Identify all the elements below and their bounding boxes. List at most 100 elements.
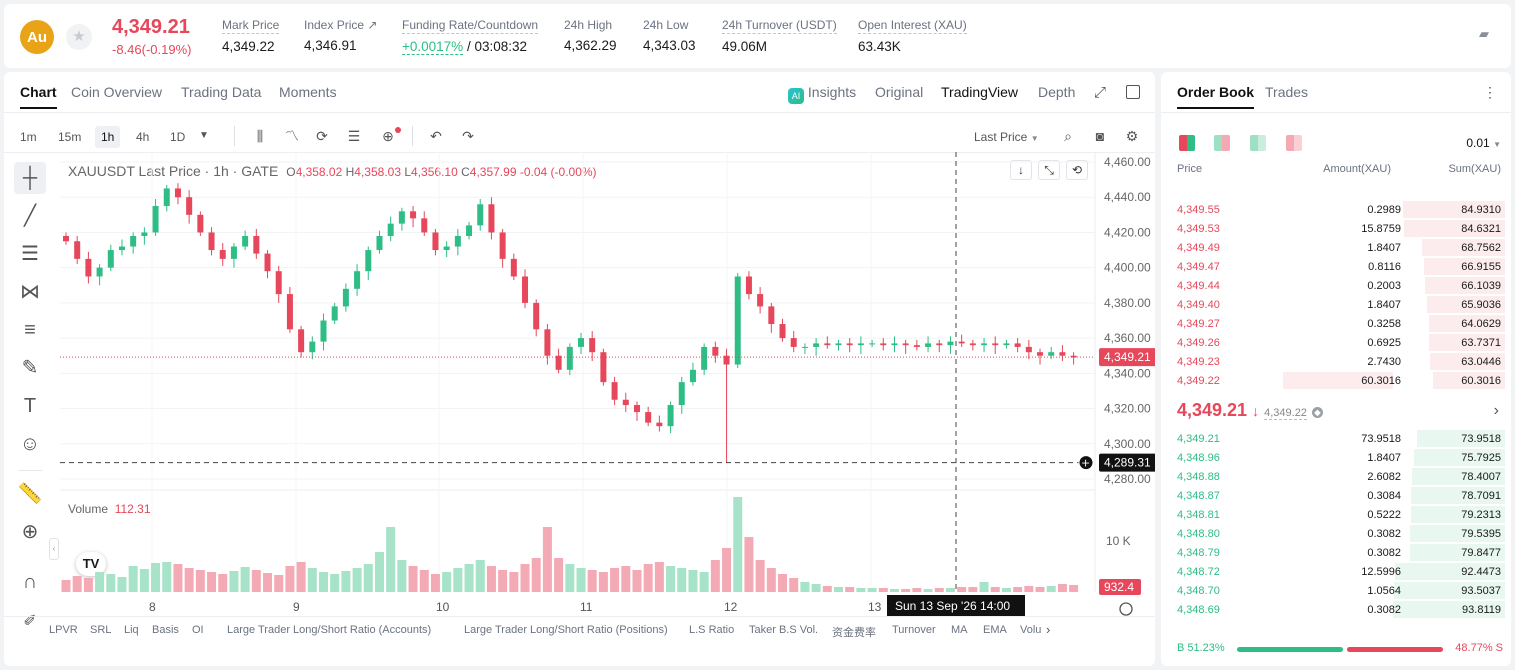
indicator-4[interactable]: OI: [192, 624, 204, 636]
view-original[interactable]: Original: [875, 84, 924, 100]
chevron-right-icon[interactable]: ›: [1046, 622, 1051, 637]
tab-chart[interactable]: Chart: [20, 84, 57, 109]
pencil-lock-icon[interactable]: ✐: [23, 613, 37, 630]
collapse-toolbar-icon[interactable]: ‹: [49, 538, 59, 560]
price-chart[interactable]: 4,460.00 4,440.00 4,420.00 4,400.00 4,380.00…: [60, 152, 1155, 627]
chevron-down-icon[interactable]: ▼: [199, 130, 209, 141]
book-icon[interactable]: ▰: [1479, 26, 1489, 41]
indicator-13[interactable]: Volu: [1020, 624, 1042, 636]
ask-row[interactable]: 4,349.27 0.3258 64.0629: [1161, 314, 1511, 333]
add-alert-icon[interactable]: ⊕: [382, 128, 394, 144]
template-icon[interactable]: ☰: [347, 128, 361, 144]
bid-row[interactable]: 4,348.88 2.6082 78.4007: [1161, 467, 1511, 486]
favorite-star-icon[interactable]: ★: [66, 24, 92, 50]
view-tradingview[interactable]: TradingView: [941, 84, 1019, 100]
tf-1h[interactable]: 1h: [95, 126, 121, 148]
bids-only-icon[interactable]: [1250, 135, 1266, 151]
tab-order-book[interactable]: Order Book: [1177, 84, 1255, 109]
ask-row[interactable]: 4,349.26 0.6925 63.7371: [1161, 333, 1511, 352]
projection-icon[interactable]: ≡: [24, 319, 36, 341]
bid-row[interactable]: 4,348.87 0.3084 78.7091: [1161, 486, 1511, 505]
indicator-11[interactable]: MA: [951, 624, 968, 636]
ask-row[interactable]: 4,349.47 0.8116 66.9155: [1161, 257, 1511, 276]
price-type-select[interactable]: Last Price ▼: [968, 126, 1045, 148]
magnet-icon[interactable]: ∩: [22, 571, 38, 593]
stat-funding-rate[interactable]: Funding Rate/Countdown +0.0017% / 03:08:…: [402, 18, 539, 55]
indicator-5[interactable]: Large Trader Long/Short Ratio (Accounts): [227, 624, 432, 636]
tab-trades[interactable]: Trades: [1265, 84, 1309, 100]
ask-row[interactable]: 4,349.49 1.8407 68.7562: [1161, 238, 1511, 257]
brush-icon[interactable]: ✎: [21, 357, 39, 379]
volume-bar: [117, 577, 127, 592]
candle-type-icon[interactable]: ⫼: [256, 128, 264, 144]
text-icon[interactable]: T: [23, 395, 37, 417]
arrow-down-icon: ↓: [1252, 403, 1260, 419]
reset-icon[interactable]: ⟲: [1066, 160, 1088, 180]
indicators-icon[interactable]: 〽: [285, 128, 299, 144]
indicator-8[interactable]: Taker B.S Vol.: [749, 624, 819, 636]
stat-open-interest[interactable]: Open Interest (XAU) 63.43K: [858, 18, 967, 54]
stat-24h-turnover[interactable]: 24h Turnover (USDT) 49.06M: [722, 18, 837, 54]
tf-1m[interactable]: 1m: [20, 130, 37, 144]
indicator-2[interactable]: Liq: [124, 624, 139, 636]
stat-mark-price[interactable]: Mark Price 4,349.22: [222, 18, 280, 54]
indicator-1[interactable]: SRL: [90, 624, 112, 636]
expand-icon[interactable]: ⤢: [1094, 84, 1107, 101]
indicator-0[interactable]: LPVR: [49, 624, 78, 636]
tab-moments[interactable]: Moments: [279, 84, 337, 100]
insights-button[interactable]: AI Insights: [788, 84, 856, 104]
gear-icon[interactable]: ⚙: [1125, 128, 1139, 144]
chevron-right-icon[interactable]: ›: [1493, 402, 1499, 419]
ask-row[interactable]: 4,349.55 0.2989 84.9310: [1161, 200, 1511, 219]
bid-row[interactable]: 4,348.70 1.0564 93.5037: [1161, 581, 1511, 600]
redo-icon[interactable]: ↷: [462, 128, 474, 144]
indicator-7[interactable]: L.S Ratio: [689, 624, 735, 636]
stat-index-price[interactable]: Index Price ↗ 4,346.91: [304, 18, 377, 53]
trend-line-icon[interactable]: ╱: [23, 205, 37, 227]
emoji-icon[interactable]: ☺: [19, 433, 41, 455]
indicator-12[interactable]: EMA: [983, 624, 1007, 636]
tab-coin-overview[interactable]: Coin Overview: [71, 84, 163, 100]
ruler-icon[interactable]: 📏: [17, 483, 43, 505]
bid-row[interactable]: 4,348.96 1.8407 75.7925: [1161, 448, 1511, 467]
zoom-in-icon[interactable]: ⊕: [21, 521, 39, 543]
ask-row[interactable]: 4,349.22 60.3016 60.3016: [1161, 371, 1511, 390]
window-icon[interactable]: [1126, 85, 1140, 99]
download-icon[interactable]: ↓: [1010, 160, 1032, 180]
depth-bar: [1394, 582, 1505, 599]
bid-row[interactable]: 4,349.21 73.9518 73.9518: [1161, 429, 1511, 448]
buy-side-icon[interactable]: [1214, 135, 1230, 151]
mid-price-row[interactable]: 4,349.21 ↓ 4,349.22 ◆: [1177, 400, 1323, 421]
indicator-10[interactable]: Turnover: [892, 624, 936, 636]
more-icon[interactable]: ⋮: [1483, 84, 1497, 100]
ask-row[interactable]: 4,349.44 0.2003 66.1039: [1161, 276, 1511, 295]
pattern-icon[interactable]: ⋈: [20, 281, 40, 303]
fib-icon[interactable]: ☰: [21, 243, 39, 265]
indicator-6[interactable]: Large Trader Long/Short Ratio (Positions…: [464, 624, 668, 636]
ask-row[interactable]: 4,349.40 1.8407 65.9036: [1161, 295, 1511, 314]
indicator-9[interactable]: 资金费率: [832, 627, 876, 639]
crosshair-icon[interactable]: ┼: [14, 162, 46, 194]
search-icon[interactable]: ⌕: [1064, 128, 1072, 144]
tf-4h[interactable]: 4h: [136, 130, 150, 144]
camera-icon[interactable]: ◙: [1095, 128, 1105, 144]
bid-row[interactable]: 4,348.81 0.5222 79.2313: [1161, 505, 1511, 524]
undo-icon[interactable]: ↶: [430, 128, 442, 144]
ask-row[interactable]: 4,349.53 15.8759 84.6321: [1161, 219, 1511, 238]
tf-1d[interactable]: 1D: [170, 130, 186, 144]
view-depth[interactable]: Depth: [1038, 84, 1076, 100]
tab-trading-data[interactable]: Trading Data: [181, 84, 262, 100]
asks-only-icon[interactable]: [1286, 135, 1302, 151]
ask-row[interactable]: 4,349.23 2.7430 63.0446: [1161, 352, 1511, 371]
tf-15m[interactable]: 15m: [58, 130, 82, 144]
compare-icon[interactable]: ⟳: [316, 128, 328, 144]
bid-row[interactable]: 4,348.69 0.3082 93.8119: [1161, 600, 1511, 619]
bid-row[interactable]: 4,348.79 0.3082 79.8477: [1161, 543, 1511, 562]
bid-row[interactable]: 4,348.80 0.3082 79.5395: [1161, 524, 1511, 543]
collapse-icon[interactable]: ⤡: [1038, 160, 1060, 180]
indicator-3[interactable]: Basis: [152, 624, 179, 636]
precision-select[interactable]: 0.01 ▼: [1466, 136, 1501, 150]
both-sides-icon[interactable]: [1179, 135, 1195, 151]
chart-canvas[interactable]: 4,460.00 4,440.00 4,420.00 4,400.00 4,380.00…: [60, 152, 1155, 622]
bid-row[interactable]: 4,348.72 12.5996 92.4473: [1161, 562, 1511, 581]
